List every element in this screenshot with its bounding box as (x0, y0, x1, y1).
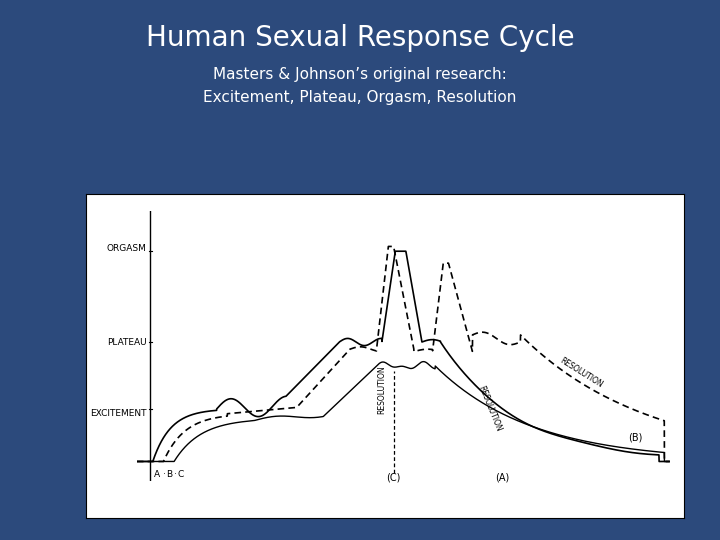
Text: ORGASM: ORGASM (107, 244, 146, 253)
Text: RESOLUTION: RESOLUTION (476, 384, 503, 433)
Text: (A): (A) (495, 472, 509, 482)
Text: A: A (154, 470, 160, 479)
Text: EXCITEMENT: EXCITEMENT (90, 409, 146, 418)
Text: ·: · (163, 470, 166, 479)
Text: B: B (166, 470, 172, 479)
Text: RESOLUTION: RESOLUTION (377, 366, 387, 414)
Text: (B): (B) (628, 433, 642, 443)
Text: Human Sexual Response Cycle: Human Sexual Response Cycle (145, 24, 575, 52)
Text: RESOLUTION: RESOLUTION (559, 356, 605, 390)
Text: (C): (C) (387, 472, 401, 482)
Text: Masters & Johnson’s original research:
Excitement, Plateau, Orgasm, Resolution: Masters & Johnson’s original research: E… (203, 68, 517, 105)
Text: PLATEAU: PLATEAU (107, 338, 146, 347)
Text: ·: · (174, 470, 177, 479)
Text: C: C (177, 470, 184, 479)
